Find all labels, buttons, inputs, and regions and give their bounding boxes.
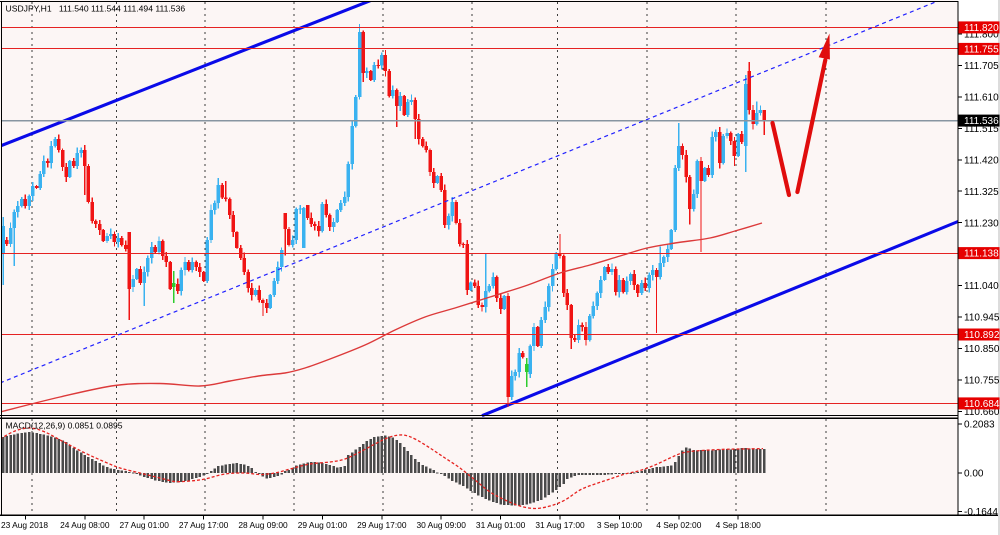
svg-text:MACD(12,26,9) 0.0851 0.0895: MACD(12,26,9) 0.0851 0.0895 xyxy=(6,421,123,431)
svg-text:110.684: 110.684 xyxy=(964,399,1000,410)
svg-text:110.755: 110.755 xyxy=(964,376,1000,387)
svg-text:29 Aug 01:00: 29 Aug 01:00 xyxy=(298,520,348,530)
svg-text:111.040: 111.040 xyxy=(964,281,999,292)
svg-text:111.230: 111.230 xyxy=(964,218,999,229)
svg-text:111.536: 111.536 xyxy=(964,116,999,127)
svg-text:111.138: 111.138 xyxy=(964,249,999,260)
svg-text:111.820: 111.820 xyxy=(964,23,999,34)
svg-text:4 Sep 18:00: 4 Sep 18:00 xyxy=(716,520,762,530)
svg-text:0.2083: 0.2083 xyxy=(964,420,995,431)
svg-text:111.755: 111.755 xyxy=(964,45,999,56)
svg-text:USDJPY,H1 111.540 111.544 11: USDJPY,H1 111.540 111.544 111.494 111.53… xyxy=(6,4,186,14)
svg-text:27 Aug 17:00: 27 Aug 17:00 xyxy=(179,520,229,530)
svg-text:4 Sep 02:00: 4 Sep 02:00 xyxy=(656,520,702,530)
svg-text:28 Aug 09:00: 28 Aug 09:00 xyxy=(238,520,288,530)
svg-text:111.610: 111.610 xyxy=(964,93,999,104)
svg-text:0.00: 0.00 xyxy=(964,469,984,480)
svg-text:111.420: 111.420 xyxy=(964,155,999,166)
svg-text:31 Aug 17:00: 31 Aug 17:00 xyxy=(535,520,585,530)
svg-text:24 Aug 08:00: 24 Aug 08:00 xyxy=(60,520,110,530)
svg-text:110.945: 110.945 xyxy=(964,313,1000,324)
svg-text:31 Aug 01:00: 31 Aug 01:00 xyxy=(476,520,526,530)
svg-text:110.892: 110.892 xyxy=(964,330,1000,341)
svg-text:110.850: 110.850 xyxy=(964,344,1000,355)
svg-text:27 Aug 01:00: 27 Aug 01:00 xyxy=(120,520,170,530)
svg-text:3 Sep 10:00: 3 Sep 10:00 xyxy=(597,520,643,530)
svg-text:110.660: 110.660 xyxy=(964,407,1000,418)
svg-text:-0.1644: -0.1644 xyxy=(964,507,998,518)
svg-text:23 Aug 2018: 23 Aug 2018 xyxy=(1,520,48,530)
svg-text:111.705: 111.705 xyxy=(964,61,999,72)
svg-text:111.800: 111.800 xyxy=(964,30,999,41)
svg-text:29 Aug 17:00: 29 Aug 17:00 xyxy=(357,520,407,530)
svg-text:111.325: 111.325 xyxy=(964,187,999,198)
svg-text:111.515: 111.515 xyxy=(964,124,999,135)
svg-text:30 Aug 09:00: 30 Aug 09:00 xyxy=(417,520,467,530)
